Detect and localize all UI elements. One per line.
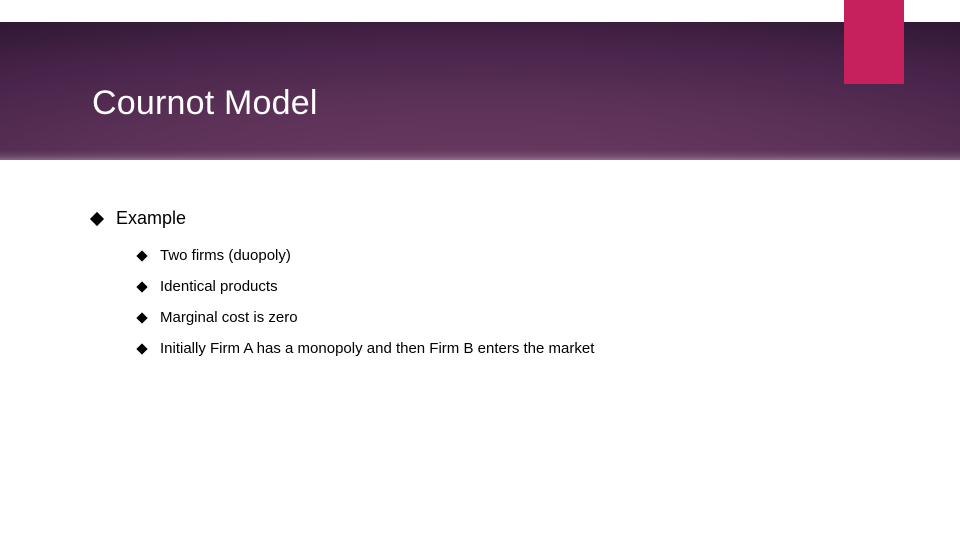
slide-title: Cournot Model [92, 84, 318, 123]
bullet-level1: Example [92, 208, 900, 229]
diamond-bullet-icon [136, 250, 147, 261]
content-area: Example Two firms (duopoly) Identical pr… [92, 208, 900, 371]
slide: Cournot Model Example Two firms (duopoly… [0, 0, 960, 540]
diamond-bullet-icon [136, 343, 147, 354]
header-highlight [0, 150, 960, 160]
diamond-bullet-icon [90, 212, 104, 226]
diamond-bullet-icon [136, 312, 147, 323]
bullet-level2: Marginal cost is zero [138, 309, 900, 326]
bullet-level2: Identical products [138, 278, 900, 295]
bullet-level2-text: Identical products [160, 278, 278, 295]
bullet-level2-text: Two firms (duopoly) [160, 247, 291, 264]
accent-tab [844, 0, 904, 84]
bullet-level1-text: Example [116, 208, 186, 229]
bullet-level2-text: Marginal cost is zero [160, 309, 298, 326]
bullet-level2: Two firms (duopoly) [138, 247, 900, 264]
bullet-level2: Initially Firm A has a monopoly and then… [138, 340, 900, 357]
diamond-bullet-icon [136, 281, 147, 292]
bullet-level2-text: Initially Firm A has a monopoly and then… [160, 340, 594, 357]
